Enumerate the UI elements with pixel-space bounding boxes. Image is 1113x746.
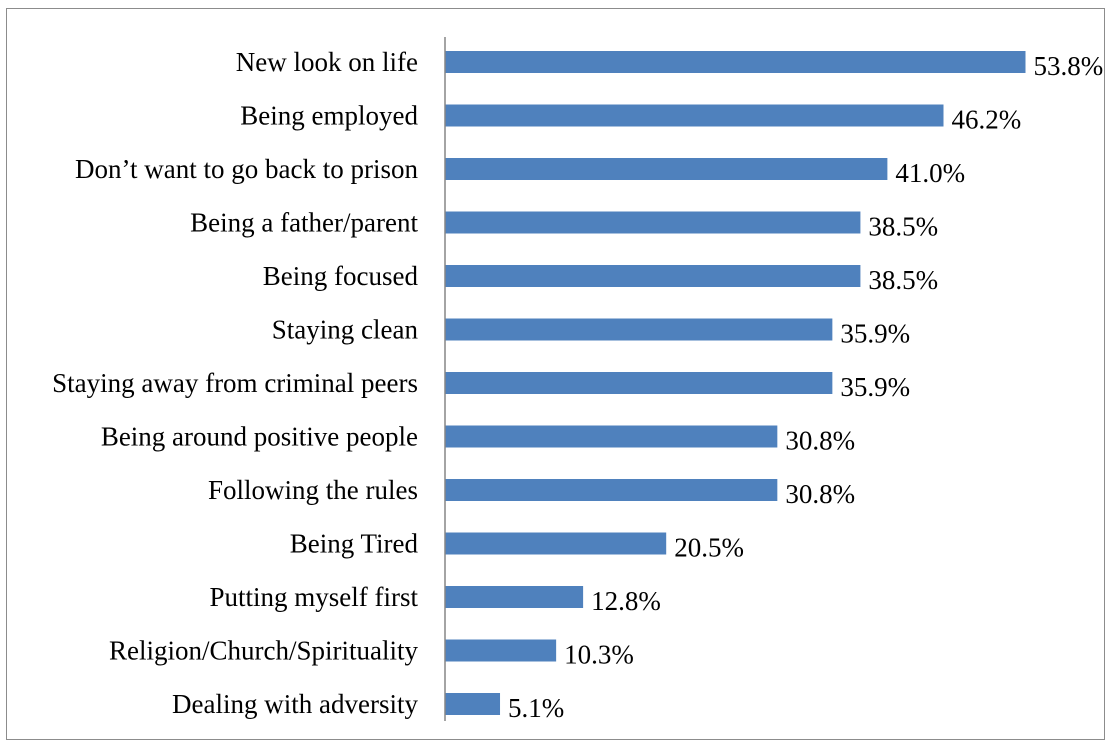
value-labels: 53.8% 46.2% 41.0% 38.5% 38.5% 35.9% 35.9% 30.8%…	[508, 51, 1103, 723]
value-label-being-around-positive-people: 30.8%	[785, 426, 855, 456]
bar-putting-myself-first	[445, 586, 584, 608]
value-label-putting-myself-first: 12.8%	[591, 586, 661, 616]
category-label-new-look-on-life: New look on life	[236, 47, 418, 77]
bar-following-the-rules	[445, 479, 778, 501]
value-label-staying-clean: 35.9%	[840, 319, 910, 349]
value-label-staying-away-from-criminal-peers: 35.9%	[840, 372, 910, 402]
bar-chart: New look on life Being employed Don’t want…	[52, 37, 1103, 723]
bar-being-a-father-parent	[445, 211, 861, 234]
bar-dealing-with-adversity	[445, 693, 501, 715]
category-label-don-t-want-to-go-back-to-prison: Don’t want to go back to prison	[75, 154, 418, 184]
bar-staying-clean	[445, 318, 833, 341]
category-label-religion-church-spirituality: Religion/Church/Spirituality	[109, 636, 418, 666]
category-label-being-employed: Being employed	[240, 101, 418, 131]
value-label-being-tired: 20.5%	[674, 533, 744, 563]
category-label-dealing-with-adversity: Dealing with adversity	[172, 689, 418, 719]
bar-being-around-positive-people	[445, 425, 778, 448]
value-label-religion-church-spirituality: 10.3%	[564, 640, 634, 670]
bar-don-t-want-to-go-back-to-prison	[445, 158, 888, 180]
category-label-staying-away-from-criminal-peers: Staying away from criminal peers	[52, 368, 418, 398]
value-label-following-the-rules: 30.8%	[785, 479, 855, 509]
value-label-new-look-on-life: 53.8%	[1034, 51, 1104, 81]
bar-new-look-on-life	[445, 51, 1026, 73]
category-label-staying-clean: Staying clean	[272, 315, 419, 345]
value-label-being-a-father-parent: 38.5%	[868, 212, 938, 242]
value-label-being-employed: 46.2%	[951, 105, 1021, 135]
bar-being-focused	[445, 265, 861, 287]
bar-being-tired	[445, 532, 667, 555]
category-label-being-tired: Being Tired	[290, 529, 419, 559]
bar-staying-away-from-criminal-peers	[445, 372, 833, 394]
value-label-don-t-want-to-go-back-to-prison: 41.0%	[895, 158, 965, 188]
bar-religion-church-spirituality	[445, 639, 557, 662]
category-label-being-focused: Being focused	[263, 261, 419, 291]
category-label-following-the-rules: Following the rules	[208, 475, 418, 505]
category-label-being-a-father-parent: Being a father/parent	[190, 208, 418, 238]
value-label-dealing-with-adversity: 5.1%	[508, 693, 564, 723]
bar-being-employed	[445, 104, 944, 127]
chart-area: New look on life Being employed Don’t want…	[6, 8, 1105, 740]
category-labels: New look on life Being employed Don’t want…	[52, 47, 418, 719]
value-label-being-focused: 38.5%	[868, 265, 938, 295]
bars-layer	[445, 51, 1026, 715]
category-label-putting-myself-first: Putting myself first	[210, 582, 419, 612]
category-label-being-around-positive-people: Being around positive people	[101, 422, 418, 452]
